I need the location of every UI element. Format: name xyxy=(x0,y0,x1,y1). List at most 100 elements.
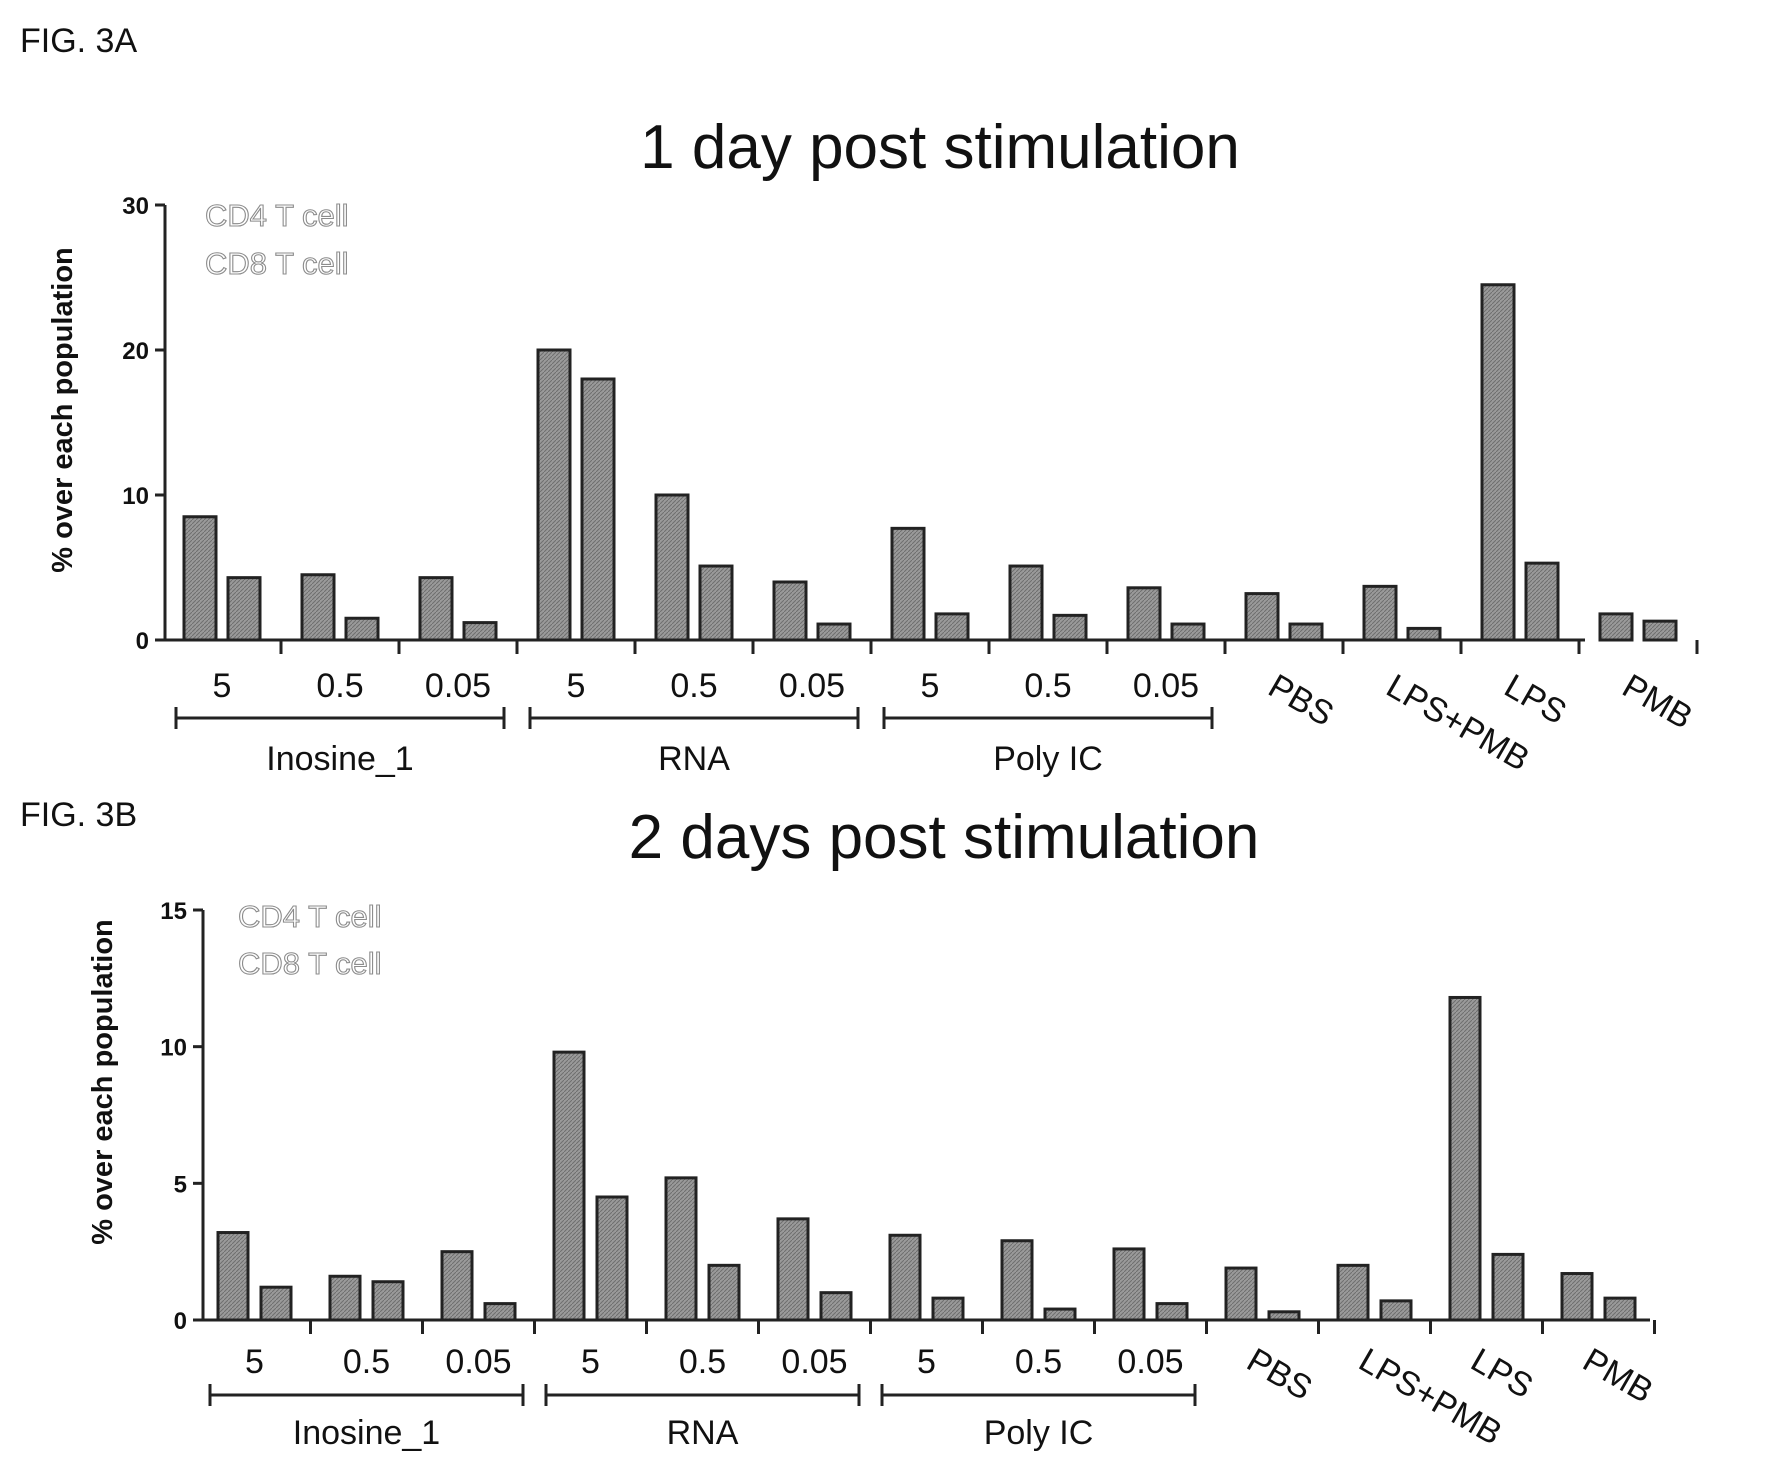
x-tick-label: 0.5 xyxy=(1024,667,1071,705)
bar-cd4-9 xyxy=(1224,1266,1258,1322)
bar-cd4-4 xyxy=(664,1176,698,1322)
x-tick-label: 0.5 xyxy=(343,1343,390,1381)
y-tick-label: 10 xyxy=(122,483,149,510)
x-tick-label: 0.5 xyxy=(1015,1343,1062,1381)
x-tick-label: 0.5 xyxy=(316,667,363,705)
bar-cd8-4 xyxy=(707,1263,741,1322)
x-tick-label: LPS xyxy=(1465,1341,1540,1406)
bar-cd8-9 xyxy=(1288,622,1324,642)
bar-cd4-10 xyxy=(1362,584,1398,642)
chart-panel-3b: FIG. 3B 2 days post stimulation % over e… xyxy=(20,796,1659,1453)
x-tick-label: 5 xyxy=(567,667,586,705)
bar-cd8-5 xyxy=(816,622,852,642)
chart-panel-3a: FIG. 3A 1 day post stimulation % over ea… xyxy=(20,22,1699,779)
bar-cd8-12 xyxy=(1642,619,1678,642)
y-axis-label: % over each population xyxy=(47,247,79,573)
y-tick-label: 30 xyxy=(122,193,149,220)
y-tick-label: 20 xyxy=(122,338,149,365)
group-label: Poly IC xyxy=(993,740,1103,778)
bar-cd8-2 xyxy=(462,621,498,642)
x-tick-label: 0.5 xyxy=(679,1343,726,1381)
bar-cd4-6 xyxy=(888,1233,922,1322)
bar-cd8-6 xyxy=(931,1296,965,1322)
legend-entry-cd8: CD8 T cell xyxy=(205,246,349,281)
bar-cd8-1 xyxy=(371,1280,405,1322)
bar-cd4-11 xyxy=(1480,283,1516,642)
bar-cd4-5 xyxy=(772,580,808,642)
group-label: Inosine_1 xyxy=(266,740,413,778)
x-tick-label: 5 xyxy=(917,1343,936,1381)
bar-cd4-4 xyxy=(654,493,690,642)
bar-cd8-11 xyxy=(1524,561,1560,642)
bar-cd8-6 xyxy=(934,612,970,642)
axes: 0 10 20 30 xyxy=(122,193,1699,655)
legend-entry-cd4: CD4 T cell xyxy=(205,198,349,233)
bar-cd4-1 xyxy=(328,1274,362,1322)
bar-cd4-10 xyxy=(1336,1263,1370,1322)
group-brackets: Inosine_1 RNA Poly IC xyxy=(174,707,1214,778)
bar-cd4-12 xyxy=(1560,1272,1594,1322)
bar-cd8-10 xyxy=(1379,1299,1413,1322)
group-label: Inosine_1 xyxy=(293,1414,440,1452)
bar-cd8-8 xyxy=(1170,622,1206,642)
bar-cd4-8 xyxy=(1112,1247,1146,1322)
y-tick-label: 0 xyxy=(136,628,149,655)
x-tick-label: 0.05 xyxy=(425,667,491,705)
bars xyxy=(182,283,1678,642)
bar-cd8-0 xyxy=(226,576,262,642)
x-tick-label: 0.05 xyxy=(779,667,845,705)
bar-cd4-8 xyxy=(1126,586,1162,642)
x-tick-label: PMB xyxy=(1616,667,1699,737)
bar-cd8-10 xyxy=(1406,626,1442,642)
group-label: Poly IC xyxy=(984,1414,1094,1452)
bar-cd8-12 xyxy=(1603,1296,1637,1322)
bar-cd4-7 xyxy=(1008,564,1044,642)
bar-cd4-2 xyxy=(440,1250,474,1322)
bar-cd8-7 xyxy=(1043,1307,1077,1322)
x-tick-label: 5 xyxy=(213,667,232,705)
bar-cd8-7 xyxy=(1052,613,1088,642)
bar-cd8-3 xyxy=(580,377,616,642)
bar-cd4-9 xyxy=(1244,592,1280,642)
y-tick-label: 15 xyxy=(160,898,187,925)
x-tick-label: PMB xyxy=(1577,1341,1660,1411)
bar-cd8-5 xyxy=(819,1291,853,1322)
bar-cd8-11 xyxy=(1491,1252,1525,1322)
chart-title: 2 days post stimulation xyxy=(629,803,1260,872)
y-axis-label: % over each population xyxy=(87,919,119,1245)
x-tick-label: 0.05 xyxy=(445,1343,511,1381)
bar-cd4-0 xyxy=(216,1231,250,1322)
bar-cd8-2 xyxy=(483,1302,517,1322)
x-tick-label: PBS xyxy=(1241,1341,1319,1408)
x-tick-label: 0.05 xyxy=(1117,1343,1183,1381)
bar-cd4-3 xyxy=(536,348,572,642)
x-tick-label: 0.05 xyxy=(781,1343,847,1381)
bar-cd4-12 xyxy=(1598,612,1634,642)
bar-cd8-4 xyxy=(698,564,734,642)
legend-entry-cd8: CD8 T cell xyxy=(238,946,382,981)
bar-cd8-9 xyxy=(1267,1310,1301,1322)
bars xyxy=(216,995,1637,1322)
y-tick-label: 5 xyxy=(174,1171,187,1198)
chart-title: 1 day post stimulation xyxy=(640,113,1240,182)
figure-label-3b: FIG. 3B xyxy=(20,796,137,834)
bar-cd4-7 xyxy=(1000,1239,1034,1322)
bar-cd4-2 xyxy=(418,576,454,642)
group-brackets: Inosine_1 RNA Poly IC xyxy=(208,1384,1197,1452)
bar-cd8-1 xyxy=(344,616,380,642)
legend-entry-cd4: CD4 T cell xyxy=(238,899,382,934)
group-label: RNA xyxy=(667,1414,739,1452)
x-tick-label: PBS xyxy=(1262,667,1340,734)
bar-cd4-1 xyxy=(300,573,336,642)
y-tick-label: 10 xyxy=(160,1035,187,1062)
group-label: RNA xyxy=(658,740,730,778)
bar-cd4-6 xyxy=(890,526,926,642)
x-tick-label: 0.05 xyxy=(1133,667,1199,705)
x-tick-label: LPS xyxy=(1498,667,1573,732)
x-tick-label: 5 xyxy=(581,1343,600,1381)
bar-cd8-0 xyxy=(259,1285,293,1322)
x-tick-label: 5 xyxy=(921,667,940,705)
